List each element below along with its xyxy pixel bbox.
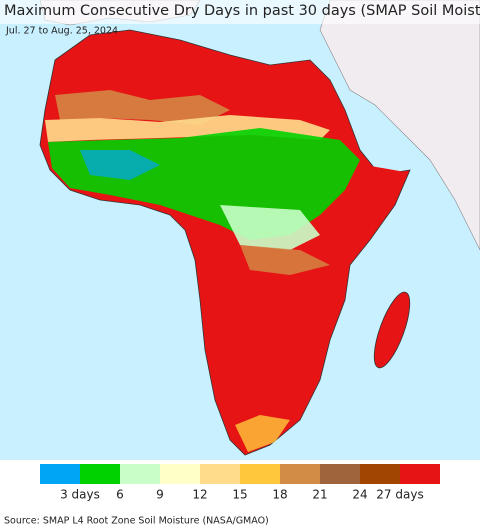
legend-swatch (120, 464, 160, 484)
dry-patch (240, 245, 330, 275)
subtitle: Jul. 27 to Aug. 25, 2024 (5, 26, 118, 37)
wet-patch (80, 150, 160, 180)
madagascar (373, 291, 411, 369)
legend-label: 12 (192, 488, 207, 502)
arabia-region (319, 0, 480, 251)
legend-swatch (40, 464, 80, 484)
legend-swatch (320, 464, 360, 484)
legend-label: 6 (116, 488, 124, 502)
legend-label: 24 (352, 488, 367, 502)
legend-swatch (240, 464, 280, 484)
legend-label: 15 (232, 488, 247, 502)
legend-label: 21 (312, 488, 327, 502)
legend-label: 9 (156, 488, 164, 502)
dry-patch (235, 415, 290, 452)
legend-label: 3 days (60, 488, 100, 502)
wet-patch (220, 205, 320, 250)
horn (360, 165, 405, 232)
title: Maximum Consecutive Dry Days in past 30 … (4, 3, 480, 19)
legend: 3 days 6 9 12 15 18 21 24 27 days (40, 464, 440, 502)
legend-swatch (400, 464, 440, 484)
legend-swatch (80, 464, 120, 484)
legend-swatch (160, 464, 200, 484)
map (0, 0, 480, 460)
legend-swatch (360, 464, 400, 484)
title-band (0, 0, 480, 24)
legend-swatch (280, 464, 320, 484)
dry-patch (55, 90, 230, 125)
legend-swatch (200, 464, 240, 484)
source: Source: SMAP L4 Root Zone Soil Moisture … (4, 516, 269, 527)
legend-label: 18 (272, 488, 287, 502)
legend-label: 27 days (376, 488, 423, 502)
